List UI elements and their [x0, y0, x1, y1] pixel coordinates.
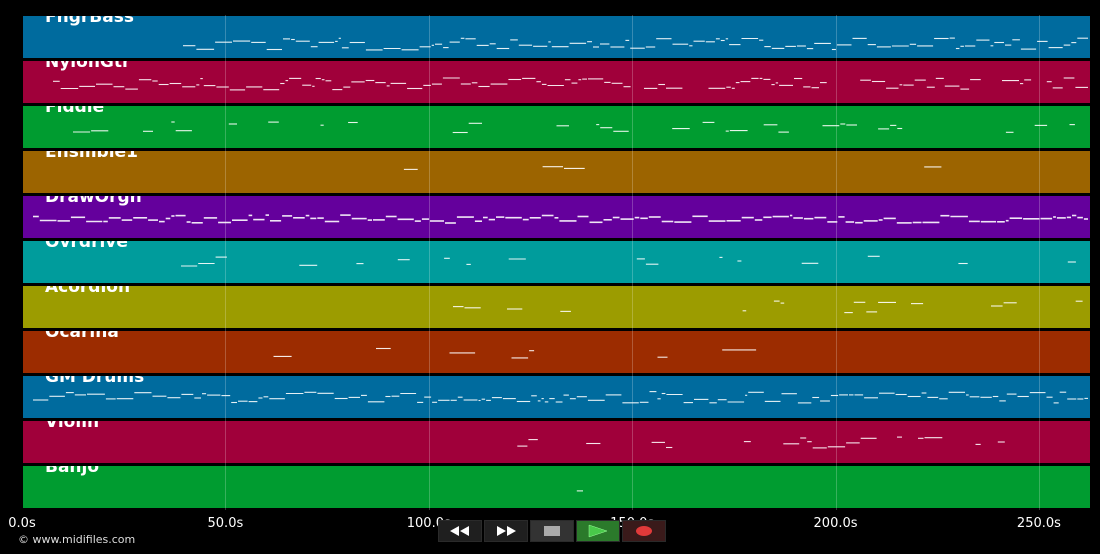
rewind-button[interactable]: [438, 520, 482, 542]
stop-button[interactable]: [530, 520, 574, 542]
play-button[interactable]: [576, 520, 620, 542]
track-row: GM Drums: [22, 375, 1091, 419]
track-lanes: FngrBass NylonGtr Fiddle Ensmble1 DrawOrgn Ov…: [22, 15, 1091, 510]
time-tick-label: 250.0s: [1016, 516, 1061, 531]
copyright-text: © www.midifiles.com: [18, 533, 136, 546]
time-tick-label: 0.0s: [8, 516, 36, 531]
track-row: Violin: [22, 420, 1091, 464]
track-name: NylonGtr: [45, 60, 131, 72]
note-lane: [33, 391, 1088, 404]
rewind-icon: [450, 526, 469, 536]
track-row: Ocarina: [22, 330, 1091, 374]
record-icon: [636, 526, 652, 536]
time-tick-label: 200.0s: [813, 516, 858, 531]
fast-forward-icon: [497, 526, 516, 536]
track-name: Violin: [45, 420, 100, 432]
note-lane: [73, 121, 1075, 134]
note-lane: [33, 214, 1088, 224]
track-name: Acordion: [45, 285, 131, 297]
track-name: Ensmble1: [45, 150, 138, 162]
track-name: DrawOrgn: [45, 195, 142, 207]
record-button[interactable]: [622, 520, 666, 542]
time-tick-label: 50.0s: [207, 516, 244, 531]
track-name: Banjo: [45, 465, 100, 477]
track-row: Ovrdrive: [22, 240, 1091, 284]
note-lane: [53, 77, 1088, 91]
track-row: NylonGtr: [22, 60, 1091, 104]
fast-forward-button[interactable]: [484, 520, 528, 542]
play-icon: [588, 524, 608, 538]
note-lane: [273, 347, 757, 359]
note-lane: [453, 300, 1083, 314]
track-name: Ovrdrive: [45, 240, 128, 252]
track-name: Fiddle: [45, 105, 105, 117]
note-lane: [576, 490, 583, 492]
track-name: GM Drums: [45, 375, 145, 387]
track-row: Fiddle: [22, 105, 1091, 149]
note-lane: [403, 166, 942, 170]
track-row: Banjo: [22, 465, 1091, 509]
track-row: DrawOrgn: [22, 195, 1091, 239]
track-name: Ocarina: [45, 330, 119, 342]
track-name: FngrBass: [45, 15, 134, 27]
transport-controls: [438, 520, 666, 542]
track-row: Ensmble1: [22, 150, 1091, 194]
track-row: Acordion: [22, 285, 1091, 329]
note-lane: [181, 255, 1076, 267]
note-lane: [183, 37, 1088, 51]
track-row: FngrBass: [22, 15, 1091, 59]
stop-icon: [544, 526, 560, 536]
note-lane: [517, 436, 1005, 449]
